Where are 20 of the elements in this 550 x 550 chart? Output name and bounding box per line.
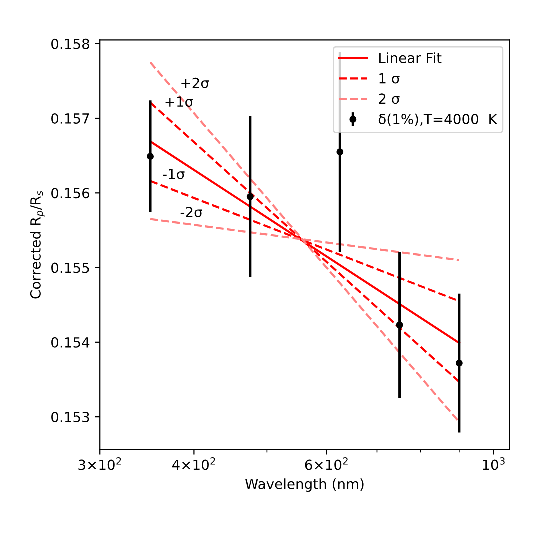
legend-label: δ(1%),T=4000 K [378,114,498,126]
y-tick-label: 0.158 [52,38,90,50]
x-tick-label: 3×10$^{2}$ [78,458,122,470]
annotation: +1σ [166,96,194,108]
y-tick-label: 0.156 [52,188,90,199]
x-tick-label: 10$^{3}$ [483,458,505,470]
annotation: -2σ [180,207,202,218]
y-tick-label: 0.155 [52,262,90,274]
legend-label: 1 σ [380,73,400,84]
y-axis-title: Corrected R$_{p}$/R$_{s}$ [30,191,46,299]
legend-label: Linear Fit [380,52,442,64]
annotation: +2σ [182,78,210,88]
y-tick-label: 0.154 [52,337,90,348]
y-tick-label: 0.157 [52,113,90,124]
x-tick-label: 6×10$^{2}$ [305,458,348,470]
x-tick-label: 4×10$^{2}$ [172,458,216,470]
x-axis-title: Wavelength (nm) [245,478,364,492]
legend-label: 2 σ [379,94,400,104]
annotation: -1σ [163,169,185,180]
y-tick-label: 0.153 [52,412,90,423]
